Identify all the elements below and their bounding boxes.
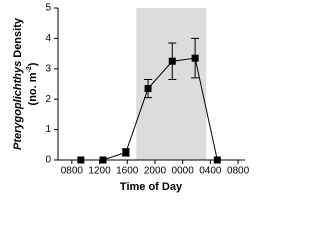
x-axis-title: Time of Day: [120, 181, 183, 193]
x-tick-label: 1600: [116, 166, 139, 177]
x-tick-label: 0800: [61, 166, 84, 177]
unit-part: (no. m: [27, 72, 39, 105]
y-tick-label: 1: [45, 124, 51, 135]
data-point: [122, 148, 130, 156]
data-point: [99, 156, 107, 164]
x-tick-label: 2000: [144, 166, 167, 177]
y-tick-label: 0: [45, 155, 51, 166]
shaded-region: [136, 8, 207, 160]
y-axis-unit: (no. m-2): [26, 62, 39, 105]
y-tick-label: 2: [45, 94, 51, 105]
y-tick-label: 5: [45, 3, 51, 14]
y-title-word: Density: [12, 17, 24, 58]
x-tick-label: 0000: [172, 166, 195, 177]
y-tick-label: 4: [45, 33, 51, 44]
data-point: [168, 57, 176, 65]
y-tick-label: 3: [45, 63, 51, 74]
y-axis-title: Pterygoplichthys Density: [12, 17, 24, 150]
unit-part: ): [27, 62, 39, 66]
x-tick-label: 1200: [88, 166, 111, 177]
data-point: [213, 156, 221, 164]
unit-exponent: -2: [26, 66, 33, 72]
data-point: [77, 156, 85, 164]
chart: Time of Day Pterygoplichthys Density (no.…: [12, 3, 250, 193]
data-point: [144, 85, 152, 93]
x-tick-label: 0400: [199, 166, 222, 177]
x-tick-label: 0800: [227, 166, 250, 177]
y-title-italic: Pterygoplichthys: [12, 61, 24, 150]
data-point: [191, 54, 199, 62]
